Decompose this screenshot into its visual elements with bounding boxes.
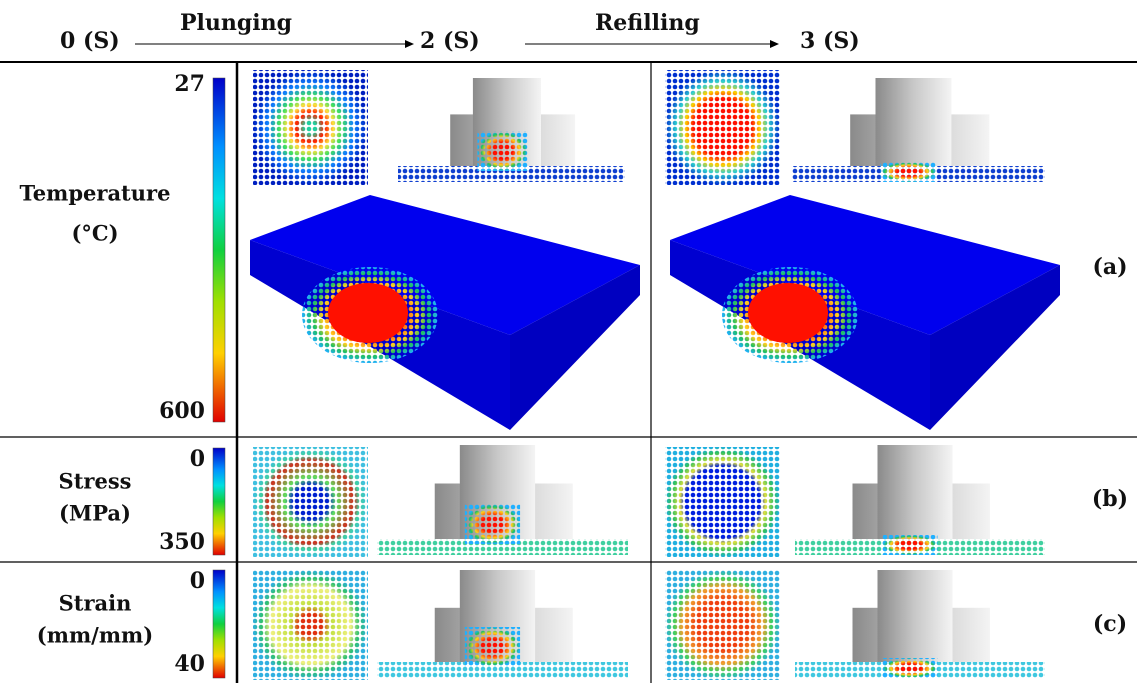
row-unit: (MPa) — [59, 501, 131, 526]
tool-body — [878, 570, 953, 662]
colorbar — [213, 570, 225, 678]
top-view — [253, 570, 368, 680]
time-label: 0 (S) — [60, 28, 120, 54]
stir-zone — [465, 504, 520, 544]
arrow-head — [770, 40, 779, 48]
row-label: Temperature — [20, 181, 171, 206]
row-tag: (c) — [1093, 611, 1127, 637]
stir-zone — [477, 131, 527, 171]
tool-body — [875, 78, 951, 166]
row-label: Stress — [59, 469, 132, 494]
stir-zone — [883, 535, 938, 555]
top-view — [665, 70, 780, 185]
top-view — [665, 570, 780, 680]
step-label: Plunging — [180, 10, 292, 36]
stir-zone — [881, 162, 937, 182]
time-label: 3 (S) — [800, 28, 860, 54]
colorbar-max-label: 0 — [190, 446, 205, 472]
figure: 0 (S) Plunging 2 (S) Refilling 3 (S) 27 6… — [0, 0, 1137, 683]
stir-zone — [465, 627, 520, 667]
row-tag: (b) — [1092, 486, 1128, 512]
arrow-head — [405, 40, 414, 48]
tool-body — [878, 445, 953, 539]
colorbar-min-label: 350 — [159, 529, 205, 555]
time-label: 2 (S) — [420, 28, 480, 54]
colorbar-max-label: 0 — [190, 568, 205, 594]
colorbar — [213, 78, 225, 422]
top-view — [253, 447, 368, 557]
stir-core — [328, 283, 408, 343]
colorbar-min-label: 600 — [159, 398, 205, 424]
stir-zone — [883, 658, 938, 678]
row-unit: (°C) — [71, 221, 118, 246]
top-view — [665, 447, 780, 557]
stir-core — [748, 283, 828, 343]
row-label: Strain — [59, 591, 132, 616]
colorbar — [213, 448, 225, 555]
row-tag: (a) — [1092, 254, 1127, 280]
step-label: Refilling — [595, 10, 700, 36]
colorbar-max-label: 27 — [174, 71, 205, 97]
colorbar-min-label: 40 — [174, 651, 205, 677]
top-view — [253, 70, 368, 185]
row-unit: (mm/mm) — [37, 623, 153, 648]
